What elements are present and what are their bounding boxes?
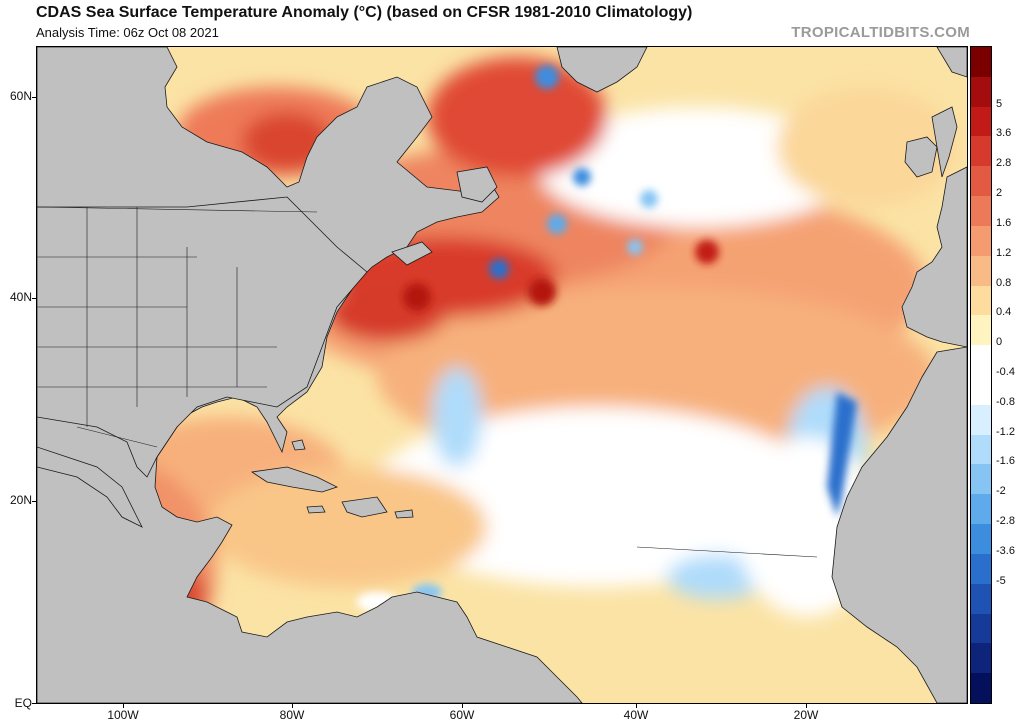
- colorbar-segment: [971, 464, 991, 495]
- colorbar-segment: [971, 315, 991, 346]
- colorbar-label: -2: [996, 485, 1006, 498]
- anomaly-detail: [357, 65, 857, 612]
- colorbar-label: 0: [996, 336, 1003, 349]
- land-masses: [37, 47, 967, 703]
- colorbar-label: -5: [996, 574, 1006, 587]
- colorbar-segment: [971, 166, 991, 197]
- colorbar-label: 3.6: [996, 127, 1012, 140]
- colorbar-label: -1.6: [996, 455, 1015, 468]
- colorbar-label: 1.6: [996, 216, 1012, 229]
- source-credit: TROPICALTIDBITS.COM: [791, 24, 970, 41]
- lat-label-20n: 20N: [9, 493, 32, 507]
- lon-label-80w: 80W: [279, 708, 305, 722]
- colorbar-label: 1.2: [996, 246, 1012, 259]
- colorbar-segment: [971, 106, 991, 137]
- colorbar-segment: [971, 285, 991, 316]
- lat-label-eq: EQ: [14, 696, 32, 710]
- colorbar-segment: [971, 434, 991, 465]
- lat-label-40n: 40N: [9, 290, 32, 304]
- colorbar-segment: [971, 76, 991, 107]
- colorbar-segment: [971, 583, 991, 614]
- map-canvas: [37, 47, 967, 703]
- colorbar-segment: [971, 136, 991, 167]
- colorbar-label: 5: [996, 97, 1003, 110]
- colorbar-segment: [971, 643, 991, 674]
- colorbar-label: -3.6: [996, 544, 1015, 557]
- colorbar-label: 0.8: [996, 276, 1012, 289]
- lon-label-40w: 40W: [623, 708, 649, 722]
- political-borders: [37, 206, 818, 558]
- lat-tick-20n: [32, 501, 36, 502]
- lon-label-20w: 20W: [793, 708, 819, 722]
- colorbar-segment: [971, 404, 991, 435]
- lon-tick-60w: [462, 704, 463, 708]
- colorbar-label: -2.8: [996, 515, 1015, 528]
- lon-tick-100w: [123, 704, 124, 708]
- colorbar-label: -0.8: [996, 395, 1015, 408]
- colorbar: [970, 46, 992, 704]
- colorbar-segment: [971, 345, 991, 376]
- colorbar-segment: [971, 196, 991, 227]
- colorbar-label: 2.8: [996, 157, 1012, 170]
- colorbar-segment: [971, 47, 991, 77]
- colorbar-label: -1.2: [996, 425, 1015, 438]
- lat-label-60n: 60N: [9, 89, 32, 103]
- lon-label-100w: 100W: [107, 708, 139, 722]
- colorbar-label: -0.4: [996, 366, 1015, 378]
- colorbar-segment: [971, 375, 991, 405]
- lat-tick-60n: [32, 97, 36, 98]
- sst-anomaly-map: [36, 46, 968, 704]
- lat-tick-40n: [32, 298, 36, 299]
- colorbar-segment: [971, 613, 991, 644]
- lon-tick-20w: [806, 704, 807, 708]
- colorbar-segment: [971, 524, 991, 555]
- map-title: CDAS Sea Surface Temperature Anomaly (°C…: [36, 4, 693, 21]
- lat-tick-eq: [32, 703, 36, 704]
- lon-tick-40w: [636, 704, 637, 708]
- colorbar-segment: [971, 673, 991, 703]
- colorbar-segment: [971, 553, 991, 584]
- lon-label-60w: 60W: [449, 708, 475, 722]
- colorbar-segment: [971, 255, 991, 286]
- colorbar-label: 2: [996, 187, 1003, 200]
- colorbar-label: 0.4: [996, 306, 1012, 319]
- colorbar-segment: [971, 494, 991, 525]
- analysis-time: Analysis Time: 06z Oct 08 2021: [36, 25, 219, 40]
- lon-tick-80w: [292, 704, 293, 708]
- colorbar-segment: [971, 225, 991, 256]
